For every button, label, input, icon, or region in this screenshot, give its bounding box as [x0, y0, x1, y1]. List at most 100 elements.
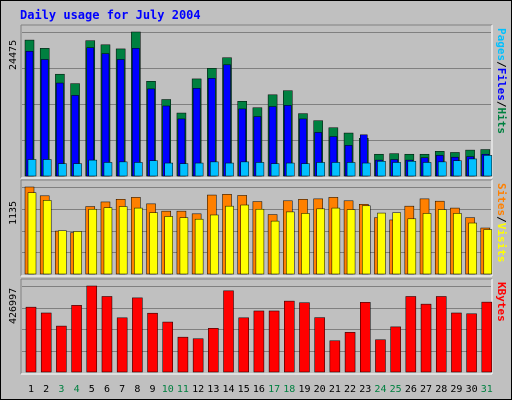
pages-bar [255, 162, 265, 177]
visits-bar [270, 220, 280, 275]
pages-bar [362, 162, 371, 177]
kbytes-bar [284, 300, 295, 373]
panel-1 [20, 24, 493, 179]
kbytes-bar [360, 302, 371, 373]
x-tick-label: 25 [390, 384, 402, 395]
x-tick-label: 6 [104, 384, 110, 395]
x-tick-label: 9 [150, 384, 156, 395]
x-tick-label: 28 [435, 384, 447, 395]
kbytes-bar [420, 303, 432, 373]
visits-bar [164, 216, 173, 275]
pages-bar [225, 162, 234, 177]
kbytes-bar [451, 312, 462, 373]
x-tick-label: 31 [481, 384, 493, 395]
y-axis-label: Sites/Visits [495, 183, 508, 263]
visits-bar [27, 192, 37, 275]
visits-bar [437, 209, 447, 275]
kbytes-bar [238, 317, 249, 373]
kbytes-bar [435, 296, 447, 373]
x-tick-label: 11 [177, 384, 189, 395]
kbytes-bar [25, 306, 37, 373]
kbytes-bar [466, 313, 477, 373]
visits-bar [255, 208, 265, 275]
visits-bar [453, 213, 462, 275]
pages-bar [27, 159, 37, 177]
kbytes-bar [177, 336, 189, 373]
files-bar [56, 82, 64, 177]
pages-bar [346, 162, 356, 177]
panel-2 [20, 179, 493, 277]
visits-bar [377, 212, 386, 275]
x-tick-label: 10 [162, 384, 174, 395]
x-tick-label: 5 [89, 384, 95, 395]
visits-bar [286, 211, 295, 275]
visits-bar [301, 213, 310, 275]
visits-bar [407, 218, 417, 275]
kbytes-bar [390, 326, 401, 373]
x-tick-label: 15 [238, 384, 250, 395]
x-tick-label: 19 [298, 384, 310, 395]
pages-bar [331, 162, 341, 177]
pages-bar [301, 163, 310, 177]
y-axis-label-part: / [495, 61, 508, 68]
visits-bar [316, 208, 325, 275]
visits-bar [468, 222, 477, 275]
visits-bar [225, 205, 234, 275]
x-tick-label: 29 [450, 384, 462, 395]
x-tick-label: 22 [344, 384, 356, 395]
y-axis-label-part: / [495, 101, 508, 108]
visits-bar [149, 212, 158, 275]
y-axis-label: Pages/Files/Hits [495, 28, 508, 134]
visits-bar [362, 205, 371, 275]
pages-bar [179, 163, 189, 177]
pages-bar [58, 163, 67, 177]
pages-bar [270, 163, 280, 177]
kbytes-bar [405, 296, 417, 373]
x-tick-label: 8 [134, 384, 140, 395]
pages-bar [422, 162, 432, 177]
y-max-label: 24475 [8, 40, 19, 70]
pages-bar [407, 161, 417, 177]
x-tick-label: 13 [207, 384, 219, 395]
pages-bar [42, 159, 52, 177]
x-tick-label: 1 [28, 384, 34, 395]
pages-bar [437, 161, 447, 177]
pages-bar [134, 162, 143, 177]
files-bar [116, 59, 125, 177]
pages-bar [286, 162, 295, 177]
pages-bar [118, 161, 128, 177]
kbytes-bar [223, 290, 234, 373]
y-axis-label-part: / [495, 216, 508, 223]
x-tick-label: 3 [58, 384, 64, 395]
kbytes-bar [329, 340, 341, 373]
visits-bar [392, 212, 401, 275]
pages-bar [316, 162, 325, 177]
visits-bar [73, 231, 82, 275]
kbytes-bar [132, 297, 143, 373]
kbytes-bar [147, 312, 158, 373]
pages-bar [392, 162, 401, 177]
x-tick-label: 12 [192, 384, 204, 395]
chart-title: Daily usage for July 2004 [20, 8, 201, 22]
files-bar [208, 78, 216, 177]
visits-bar [422, 213, 432, 275]
visits-bar [179, 217, 189, 275]
files-bar [40, 59, 49, 177]
pages-bar [377, 161, 386, 177]
y-axis-label-part: KBytes [495, 282, 508, 322]
kbytes-bar [481, 301, 493, 373]
kbytes-bar [253, 310, 265, 373]
x-tick-label: 18 [283, 384, 295, 395]
y-max-label: 1135 [8, 201, 19, 225]
pages-bar [468, 158, 477, 177]
files-bar [101, 53, 110, 177]
x-tick-label: 16 [253, 384, 265, 395]
y-axis-label-part: Visits [495, 223, 508, 263]
visits-bar [194, 218, 204, 275]
x-tick-label: 7 [119, 384, 125, 395]
kbytes-bar [314, 317, 325, 373]
pages-bar [103, 162, 113, 177]
kbytes-bar [192, 338, 204, 373]
visits-bar [118, 206, 128, 275]
kbytes-bar [101, 296, 113, 373]
